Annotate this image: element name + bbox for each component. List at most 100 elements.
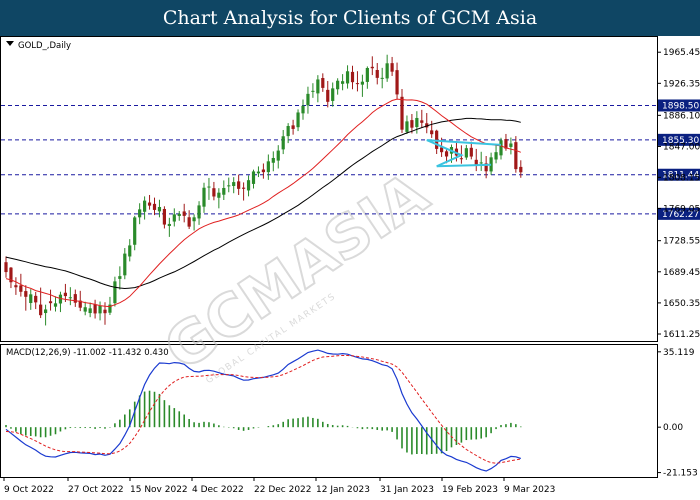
candle-down — [182, 211, 186, 216]
candle-up — [88, 308, 92, 314]
price-tick-label: 1965.45 — [663, 48, 700, 58]
candle-up — [44, 309, 48, 314]
time-tick-label: 9 Oct 2022 — [4, 485, 54, 495]
candle-down — [474, 159, 478, 165]
candle-up — [341, 81, 345, 84]
candle-up — [464, 148, 468, 158]
candle-up — [251, 171, 256, 184]
candle-down — [355, 83, 360, 85]
candle-down — [4, 262, 8, 273]
level-price-box — [658, 207, 700, 220]
candle-down — [212, 188, 216, 197]
candle-up — [227, 185, 231, 187]
symbol-dropdown-icon[interactable] — [6, 41, 14, 46]
candle-down — [350, 71, 355, 83]
candle-down — [187, 217, 191, 227]
candle-down — [425, 123, 429, 128]
candle-down — [326, 89, 330, 102]
candle-up — [281, 136, 285, 150]
price-tick-label: 1769.05 — [663, 204, 700, 214]
time-tick-label: 27 Oct 2022 — [68, 485, 124, 495]
candle-up — [83, 307, 87, 312]
candle-up — [177, 213, 181, 216]
candle-up — [143, 200, 147, 212]
chart-canvas: GCMASIA GLOBAL CAPITAL MARKETS 1898.5018… — [0, 36, 700, 495]
candle-down — [519, 166, 523, 173]
candle-up — [380, 77, 384, 79]
candle-down — [291, 125, 295, 129]
candle-up — [68, 297, 72, 299]
candle-down — [504, 139, 508, 149]
candle-down — [395, 70, 399, 95]
candle-down — [370, 66, 374, 69]
symbol-label: GOLD_,Daily — [18, 41, 71, 51]
candle-up — [365, 68, 369, 82]
chart-title-banner: Chart Analysis for Clients of GCM Asia — [0, 0, 700, 36]
ma-fast-line — [5, 98, 521, 308]
candle-down — [410, 120, 414, 128]
candle-up — [192, 217, 196, 222]
macd-tick-label: 0.00 — [663, 423, 683, 433]
candle-down — [440, 147, 444, 153]
candle-down — [73, 294, 77, 303]
candle-up — [415, 117, 419, 128]
macd-tick-label: -21.153 — [663, 469, 698, 479]
candle-up — [331, 88, 335, 101]
price-panel — [0, 36, 658, 342]
macd-label: MACD(12,26,9) -11.002 -11.432 0.430 — [6, 348, 169, 358]
candle-up — [133, 217, 137, 245]
candle-up — [29, 294, 33, 304]
level-price-box — [658, 168, 700, 181]
time-tick-label: 22 Dec 2022 — [254, 485, 312, 495]
triangle-apex-line — [426, 139, 464, 168]
macd-tick-label: 35.119 — [663, 348, 695, 358]
candle-down — [459, 158, 463, 160]
candle-down — [19, 285, 23, 292]
level-price-box — [658, 99, 700, 112]
time-tick-label: 15 Nov 2022 — [130, 485, 188, 495]
candle-down — [242, 187, 246, 189]
candle-down — [34, 295, 38, 303]
time-tick-label: 31 Jan 2023 — [380, 485, 434, 495]
candle-up — [58, 294, 63, 304]
time-tick-label: 12 Jan 2023 — [316, 485, 370, 495]
candle-up — [167, 223, 171, 227]
candle-down — [469, 147, 473, 157]
candle-up — [494, 152, 498, 160]
candle-up — [345, 71, 350, 84]
level-price-label: 1762.27 — [662, 210, 699, 220]
price-tick-label: 1847.00 — [663, 142, 700, 152]
price-tick-label: 1650.35 — [663, 299, 700, 309]
candle-up — [311, 90, 315, 92]
triangle-upper-line — [426, 139, 502, 146]
level-price-label: 1898.50 — [662, 101, 699, 111]
price-tick-label: 1926.35 — [663, 79, 700, 89]
ma-slow-line — [5, 117, 521, 290]
candle-down — [63, 292, 67, 297]
candle-up — [217, 192, 221, 198]
candle-down — [103, 309, 107, 314]
candle-down — [375, 69, 379, 78]
candle-up — [266, 161, 270, 173]
candle-up — [479, 162, 483, 164]
candle-down — [400, 96, 404, 130]
candle-down — [152, 203, 157, 210]
price-tick-label: 1689.45 — [663, 268, 700, 278]
candle-down — [24, 291, 28, 297]
price-tick-label: 1728.55 — [663, 237, 700, 247]
level-price-label: 1811.44 — [662, 171, 699, 181]
candle-down — [162, 208, 166, 225]
candle-up — [360, 81, 364, 85]
price-tick-label: 1611.25 — [663, 330, 700, 340]
candle-up — [98, 305, 102, 314]
candle-up — [306, 93, 310, 106]
candle-up — [123, 253, 127, 276]
candle-up — [385, 63, 389, 79]
candle-up — [246, 180, 251, 191]
candle-up — [276, 150, 280, 161]
candle-up — [172, 214, 176, 222]
candle-up — [222, 187, 226, 195]
candle-up — [489, 157, 493, 172]
time-tick-label: 19 Feb 2023 — [442, 485, 498, 495]
candle-down — [78, 300, 82, 308]
